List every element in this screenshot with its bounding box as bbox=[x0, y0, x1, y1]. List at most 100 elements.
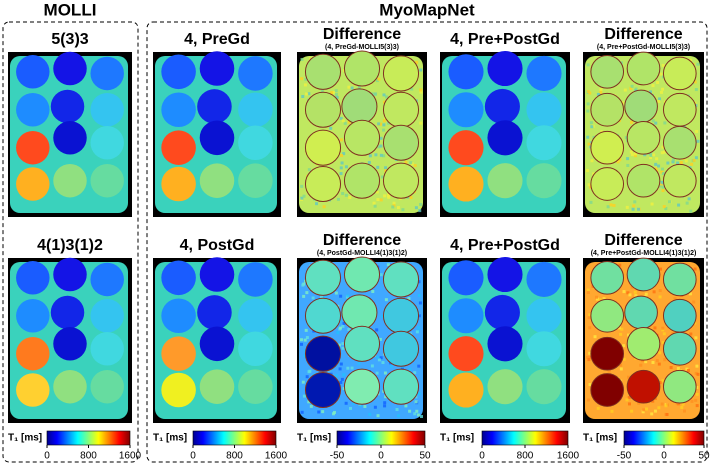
noise bbox=[627, 375, 631, 379]
vial bbox=[662, 163, 697, 198]
noise bbox=[637, 207, 641, 211]
noise bbox=[641, 359, 645, 363]
phantom-image bbox=[440, 256, 570, 423]
vial bbox=[53, 369, 87, 404]
noise bbox=[663, 358, 667, 362]
noise bbox=[661, 326, 665, 330]
vial bbox=[448, 298, 484, 334]
colorbar-tick-label: 0 bbox=[479, 451, 485, 462]
noise bbox=[657, 99, 661, 103]
noise bbox=[377, 122, 381, 126]
noise bbox=[300, 338, 304, 342]
noise bbox=[686, 368, 690, 372]
noise bbox=[300, 57, 304, 61]
noise bbox=[586, 288, 590, 292]
myomapnet-box bbox=[146, 21, 708, 463]
noise bbox=[654, 167, 658, 171]
noise bbox=[357, 85, 361, 89]
noise bbox=[696, 372, 700, 376]
vial bbox=[16, 336, 50, 371]
noise bbox=[659, 72, 663, 76]
noise bbox=[341, 119, 345, 123]
noise bbox=[357, 361, 361, 365]
noise bbox=[382, 154, 386, 158]
noise bbox=[660, 170, 664, 174]
vial bbox=[662, 125, 697, 160]
noise bbox=[586, 291, 590, 295]
vial bbox=[238, 331, 273, 367]
noise bbox=[590, 159, 594, 163]
noise bbox=[343, 121, 347, 125]
noise bbox=[339, 116, 343, 120]
noise bbox=[374, 153, 378, 157]
colorbar-tick-label: 0 bbox=[661, 451, 667, 462]
vial bbox=[199, 369, 235, 404]
noise bbox=[596, 92, 600, 96]
noise bbox=[324, 294, 328, 298]
panel-subtitle: (4, Pre+PostGd-MOLLI5(3)3) bbox=[597, 44, 690, 51]
noise bbox=[376, 355, 380, 359]
colorbar bbox=[336, 430, 426, 446]
vial bbox=[16, 261, 50, 295]
noise bbox=[661, 63, 665, 67]
noise bbox=[417, 364, 421, 368]
noise bbox=[694, 156, 698, 160]
noise bbox=[383, 194, 387, 198]
vial bbox=[590, 298, 625, 333]
noise bbox=[685, 201, 689, 205]
phantom-image bbox=[297, 256, 427, 423]
panel-title: 5(3)3 bbox=[51, 31, 88, 48]
vial bbox=[484, 294, 520, 331]
noise bbox=[663, 121, 667, 125]
vial bbox=[238, 125, 273, 161]
noise bbox=[587, 316, 591, 320]
noise bbox=[624, 136, 628, 140]
noise bbox=[595, 297, 599, 301]
noise bbox=[320, 89, 324, 93]
noise bbox=[665, 413, 669, 417]
noise bbox=[404, 404, 408, 408]
noise bbox=[641, 410, 645, 414]
noise bbox=[599, 90, 603, 94]
vial bbox=[662, 56, 697, 91]
noise bbox=[367, 160, 371, 164]
colorbar bbox=[481, 430, 569, 446]
noise bbox=[630, 409, 634, 413]
vial bbox=[526, 369, 562, 405]
noise bbox=[688, 292, 692, 296]
noise bbox=[381, 361, 385, 365]
panel-title: Difference bbox=[604, 26, 682, 43]
phantom-image bbox=[297, 50, 427, 217]
vial bbox=[526, 261, 562, 298]
noise bbox=[332, 412, 336, 416]
panel-title: 4, Pre+PostGd bbox=[450, 237, 560, 254]
noise bbox=[684, 159, 688, 163]
noise bbox=[690, 162, 694, 166]
noise bbox=[300, 184, 304, 188]
noise bbox=[676, 367, 680, 371]
vial bbox=[90, 299, 124, 333]
noise bbox=[657, 362, 661, 366]
colorbar-label: T₁ [ms] bbox=[583, 433, 617, 444]
panel-title: Difference bbox=[323, 232, 401, 249]
group-title: MyoMapNet bbox=[379, 0, 475, 19]
noise bbox=[662, 332, 666, 336]
noise bbox=[339, 362, 343, 366]
noise bbox=[339, 294, 343, 298]
vial bbox=[590, 167, 625, 201]
noise bbox=[689, 332, 693, 336]
noise bbox=[395, 408, 399, 412]
noise bbox=[307, 370, 311, 374]
noise bbox=[618, 158, 622, 162]
noise bbox=[692, 158, 696, 162]
vial bbox=[161, 130, 196, 165]
noise bbox=[348, 195, 352, 199]
noise bbox=[414, 400, 418, 404]
vial bbox=[238, 92, 273, 128]
phantom-image bbox=[583, 51, 704, 217]
noise bbox=[662, 205, 666, 209]
vial bbox=[487, 120, 523, 156]
vial bbox=[304, 91, 342, 128]
noise bbox=[387, 195, 391, 199]
vial bbox=[53, 51, 87, 86]
